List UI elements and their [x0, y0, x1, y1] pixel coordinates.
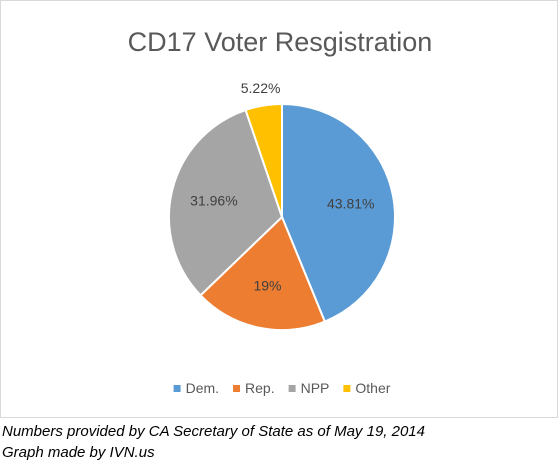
pie-slice-rep — [199, 215, 327, 331]
legend-swatch-dem — [173, 385, 181, 392]
legend-swatch-other — [343, 385, 351, 392]
legend-item-dem: Dem. — [173, 380, 219, 396]
source-caption: Numbers provided by CA Secretary of Stat… — [2, 423, 425, 440]
pie-slice-dem — [281, 102, 396, 323]
legend-label-rep: Rep. — [245, 380, 275, 396]
legend-item-other: Other — [343, 380, 391, 396]
pie-chart: CD17 Voter Resgistration 43.81% 19% 31.96%… — [128, 27, 433, 396]
slice-label-dem: 43.81% — [327, 195, 374, 211]
slice-label-npp: 31.96% — [190, 192, 237, 208]
chart-title: CD17 Voter Resgistration — [128, 27, 433, 57]
legend-label-dem: Dem. — [186, 380, 219, 396]
legend-label-npp: NPP — [301, 380, 330, 396]
credit-caption: Graph made by IVN.us — [2, 444, 155, 461]
legend-item-rep: Rep. — [233, 380, 275, 396]
slice-label-rep: 19% — [253, 278, 281, 294]
legend-item-npp: NPP — [288, 380, 330, 396]
legend: Dem. Rep. NPP Other — [173, 380, 391, 396]
legend-swatch-rep — [233, 385, 241, 392]
legend-swatch-npp — [288, 385, 296, 392]
legend-label-other: Other — [355, 380, 390, 396]
pie-slice-npp — [168, 108, 284, 297]
pie-slice-other — [244, 102, 283, 218]
chart-area: CD17 Voter Resgistration 43.81% 19% 31.96%… — [0, 0, 558, 418]
slice-label-other: 5.22% — [241, 80, 281, 96]
